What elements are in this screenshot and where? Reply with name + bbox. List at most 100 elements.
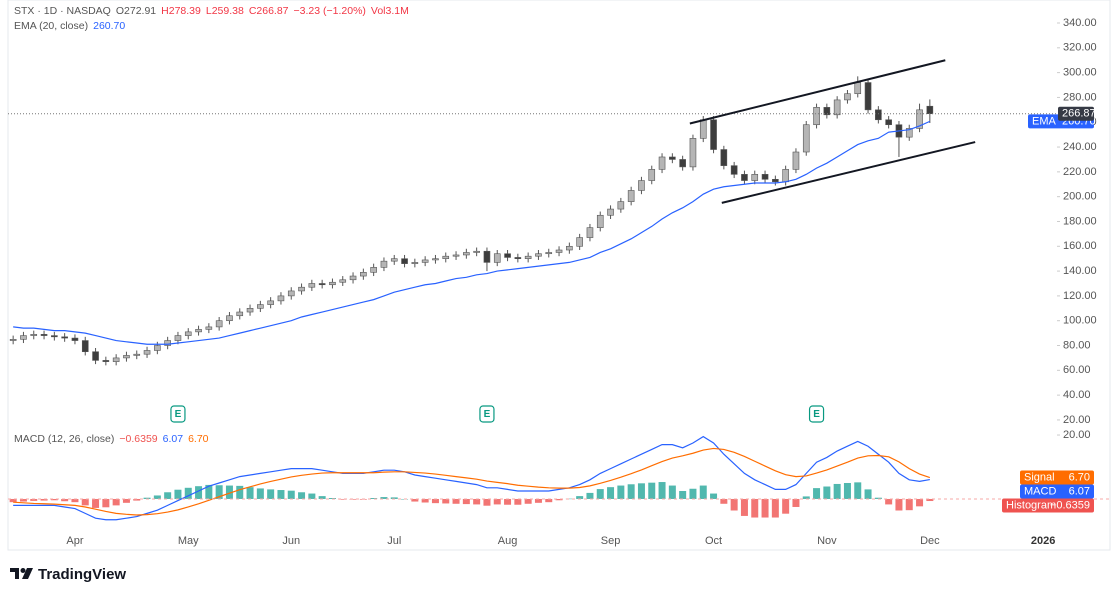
- candle-body: [267, 300, 274, 305]
- histogram-bar: [730, 498, 738, 511]
- histogram-bar: [205, 484, 213, 499]
- histogram-bar: [689, 488, 697, 499]
- candle-body: [9, 339, 17, 341]
- candle-body: [586, 227, 594, 238]
- histogram-bar: [493, 498, 501, 505]
- candle-body: [112, 357, 120, 362]
- histogram-bar: [514, 498, 522, 505]
- histogram-bar: [50, 498, 58, 501]
- ohlc-value: Vol3.1M: [370, 5, 409, 17]
- brand-logo: [10, 568, 33, 579]
- histogram-bar: [112, 498, 120, 506]
- macd-plot: [9, 435, 934, 521]
- candle-body: [638, 180, 645, 191]
- histogram-bar: [751, 498, 759, 518]
- ohlc-value: O272.91: [115, 5, 157, 17]
- histogram-bar: [339, 498, 347, 500]
- histogram-bar: [813, 488, 821, 499]
- histogram-bar: [40, 498, 48, 501]
- y-tick-label: 320.00: [1063, 42, 1097, 54]
- histogram-bar: [699, 485, 707, 499]
- histogram-bar: [225, 485, 233, 499]
- candle-body: [730, 165, 738, 175]
- histogram-bar: [854, 482, 862, 499]
- candle-body: [566, 245, 573, 251]
- ema-line: [13, 120, 931, 345]
- candle-body: [679, 159, 686, 168]
- earnings-marker: [479, 405, 495, 423]
- candle-body: [658, 156, 666, 170]
- candle-body: [545, 252, 553, 255]
- histogram-bar: [483, 498, 491, 506]
- axis-tag-name: Histogram: [1006, 499, 1056, 511]
- histogram-bar: [298, 492, 306, 499]
- candle-body: [298, 286, 305, 292]
- histogram-bar: [431, 498, 439, 504]
- histogram-bar: [864, 489, 872, 499]
- histogram-bar: [473, 498, 481, 505]
- earnings-marker: [170, 405, 186, 423]
- histogram-bar: [916, 498, 924, 507]
- candle-body: [81, 340, 89, 353]
- macd-value: 6.07: [162, 433, 184, 445]
- y-tick-label: 160.00: [1063, 240, 1097, 252]
- histogram-bar: [534, 498, 542, 503]
- y-tick-label: 200.00: [1063, 191, 1097, 203]
- candle-body: [257, 304, 264, 309]
- ema-name: EMA (20, close): [14, 20, 89, 32]
- candle-body: [226, 315, 233, 322]
- x-tick-label: Oct: [705, 535, 722, 547]
- candle-body: [710, 119, 717, 150]
- histogram-bar: [184, 487, 192, 499]
- y-tick-label: 340.00: [1063, 17, 1097, 29]
- candle-body: [524, 255, 532, 259]
- candle-body: [802, 124, 810, 153]
- earnings-label: E: [484, 409, 491, 420]
- axis-tag-bg: [1020, 470, 1094, 485]
- histogram-bar: [545, 498, 553, 503]
- histogram-bar: [71, 498, 79, 503]
- ohlc-value: C266.87: [248, 5, 289, 17]
- axis-tag-value: 6.07: [1069, 485, 1090, 497]
- ema-value: 260.70: [93, 20, 126, 32]
- candle-body: [92, 351, 99, 361]
- histogram-bar: [92, 498, 100, 508]
- candle-body: [277, 295, 285, 302]
- candle-body: [596, 214, 604, 228]
- histogram-bar: [442, 498, 450, 504]
- axis-tag-name: MACD: [1024, 485, 1056, 497]
- histogram-bar: [637, 483, 645, 499]
- candle-body: [576, 237, 583, 247]
- histogram-bar: [267, 489, 275, 499]
- candle-body: [339, 279, 347, 283]
- x-tick-label: Apr: [66, 535, 83, 547]
- y-tick-label: 20.00: [1063, 429, 1091, 441]
- y-tick-label: 180.00: [1063, 215, 1097, 227]
- candle-body: [442, 255, 450, 259]
- histogram-bar: [740, 498, 748, 516]
- candle-body: [195, 329, 202, 333]
- candle-body: [360, 272, 367, 277]
- ema-legend: EMA (20, close) 260.70: [14, 20, 130, 32]
- candle-body: [318, 283, 326, 286]
- y-tick-label: 300.00: [1063, 67, 1097, 79]
- candle-body: [473, 250, 480, 253]
- histogram-bar: [648, 482, 656, 499]
- axis-tag-value: 6.70: [1069, 471, 1090, 483]
- histogram-bar: [452, 498, 460, 504]
- histogram-bar: [771, 498, 779, 518]
- candle-body: [380, 260, 388, 268]
- candle-body: [483, 250, 491, 263]
- candle-body: [864, 82, 872, 111]
- histogram-bar: [885, 498, 893, 505]
- candle-body: [689, 138, 697, 168]
- candle-body: [772, 178, 779, 183]
- histogram-bar: [421, 498, 429, 503]
- candle-body: [164, 340, 171, 346]
- candle-body: [669, 156, 676, 160]
- candle-body: [308, 283, 316, 288]
- candle-body: [71, 337, 79, 341]
- x-tick-label: Dec: [920, 535, 940, 547]
- candle-body: [432, 258, 439, 261]
- histogram-bar: [122, 498, 130, 503]
